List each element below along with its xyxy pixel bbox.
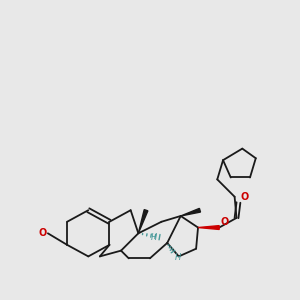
Polygon shape (198, 226, 219, 230)
Text: O: O (39, 228, 47, 238)
Text: H: H (175, 253, 181, 262)
Polygon shape (181, 208, 200, 216)
Text: O: O (220, 217, 228, 226)
Text: H: H (150, 233, 157, 242)
Text: O: O (240, 192, 249, 202)
Polygon shape (138, 210, 148, 233)
